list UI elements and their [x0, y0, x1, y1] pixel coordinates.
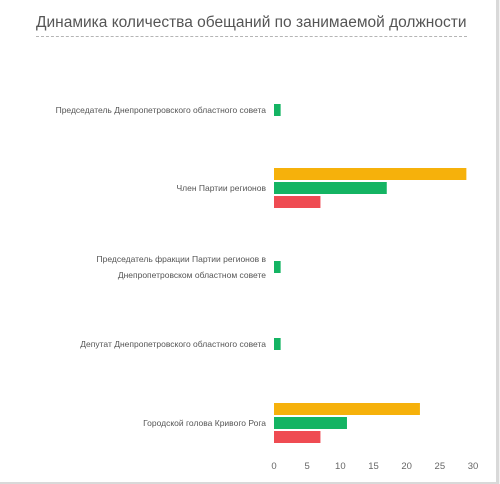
bar: [274, 261, 281, 273]
bar: [274, 403, 420, 415]
category-label: Член Партии регионов: [176, 183, 266, 193]
category-label: Днепропетровском областном совете: [118, 270, 266, 280]
bar: [274, 417, 347, 429]
category-label: Городской голова Кривого Рога: [143, 418, 266, 428]
category-label: Председатель фракции Партии регионов в: [97, 254, 267, 264]
x-tick-label: 20: [401, 461, 412, 472]
x-tick-label: 0: [271, 461, 276, 472]
bar: [274, 338, 281, 350]
x-tick-label: 5: [305, 461, 310, 472]
x-tick-label: 25: [435, 461, 446, 472]
category-label: Депутат Днепропетровского областного сов…: [80, 339, 266, 349]
chart-title: Динамика количества обещаний по занимаем…: [36, 14, 467, 37]
bar: [274, 168, 467, 180]
category-label: Председатель Днепропетровского областног…: [56, 105, 267, 115]
bar: [274, 104, 281, 116]
x-tick-label: 15: [368, 461, 379, 472]
x-tick-label: 10: [335, 461, 346, 472]
bar: [274, 196, 321, 208]
bar: [274, 182, 387, 194]
bar: [274, 431, 321, 443]
x-tick-label: 30: [468, 461, 479, 472]
